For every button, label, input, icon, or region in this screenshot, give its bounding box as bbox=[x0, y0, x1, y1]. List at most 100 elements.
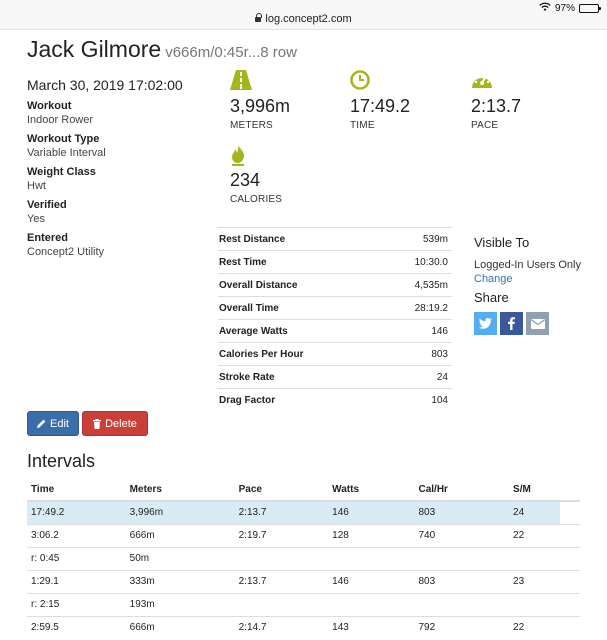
stat-pace-label: PACE bbox=[471, 120, 499, 131]
edit-button-label: Edit bbox=[50, 417, 69, 430]
interval-row: 17:49.2 3,996m 2:13.7 146 803 24 bbox=[27, 500, 580, 524]
interval-cell: 22 bbox=[509, 523, 561, 547]
battery-percent: 97% bbox=[554, 2, 575, 14]
detail-label: Entered bbox=[27, 232, 68, 244]
interval-cell: 50m bbox=[125, 546, 235, 570]
interval-cell: 1:29.1 bbox=[27, 569, 126, 593]
battery-icon bbox=[579, 3, 601, 13]
interval-cell bbox=[328, 546, 415, 570]
interval-cell: 740 bbox=[414, 523, 510, 547]
stat-pace-value: 2:13.7 bbox=[471, 96, 522, 116]
wifi-icon bbox=[539, 2, 551, 14]
detail-label: Verified bbox=[27, 199, 67, 211]
metric-row: Overall Distance 4,535m bbox=[218, 273, 452, 297]
detail-label: Workout bbox=[27, 100, 72, 112]
stat-meters: 3,996m METERS bbox=[230, 70, 350, 131]
share-buttons bbox=[474, 312, 594, 335]
interval-cell bbox=[234, 546, 329, 570]
interval-cell: 17:49.2 bbox=[27, 500, 126, 524]
interval-cell: 3:06.2 bbox=[27, 523, 126, 547]
interval-row-spacer bbox=[560, 546, 580, 570]
interval-cell: 2:19.7 bbox=[234, 523, 329, 547]
metric-label: Rest Distance bbox=[218, 227, 381, 251]
url-bar[interactable]: log.concept2.com bbox=[0, 13, 607, 25]
workout-details: Workout Indoor Rower Workout Type Variable … bbox=[27, 99, 207, 264]
share-heading: Share bbox=[474, 290, 509, 305]
intervals-column-header[interactable]: Meters bbox=[125, 479, 235, 502]
interval-cell: 193m bbox=[125, 592, 235, 616]
interval-cell: 666m bbox=[125, 523, 235, 547]
stat-meters-value: 3,996m bbox=[230, 96, 291, 116]
trash-icon bbox=[93, 418, 102, 429]
metric-value: 146 bbox=[380, 319, 452, 343]
interval-cell: 2:14.7 bbox=[234, 615, 329, 639]
delete-button[interactable]: Delete bbox=[82, 411, 148, 436]
metric-row: Average Watts 146 bbox=[218, 319, 452, 343]
edit-button[interactable]: Edit bbox=[27, 411, 79, 436]
interval-cell: 146 bbox=[328, 569, 415, 593]
stat-calories-label: CALORIES bbox=[230, 194, 283, 205]
intervals-column-header[interactable]: Cal/Hr bbox=[414, 479, 510, 502]
metric-label: Overall Distance bbox=[218, 273, 381, 297]
metric-value: 803 bbox=[380, 342, 452, 366]
interval-row-spacer bbox=[560, 592, 580, 616]
email-share-button[interactable] bbox=[526, 312, 549, 335]
stat-time: 17:49.2 TIME bbox=[350, 70, 470, 131]
interval-cell: 803 bbox=[414, 500, 510, 524]
visibility-panel: Visible To Logged-In Users Only Change S… bbox=[474, 235, 594, 335]
metric-value: 28:19.2 bbox=[380, 296, 452, 320]
interval-row: 2:59.5 666m 2:14.7 143 792 22 bbox=[27, 615, 580, 639]
twitter-share-button[interactable] bbox=[474, 312, 497, 335]
interval-cell: 24 bbox=[509, 500, 561, 524]
intervals-header-spacer bbox=[560, 479, 580, 502]
metric-label: Calories Per Hour bbox=[218, 342, 381, 366]
detail-value: Variable Interval bbox=[27, 147, 106, 159]
detail-label: Weight Class bbox=[27, 166, 96, 178]
intervals-column-header[interactable]: S/M bbox=[509, 479, 561, 502]
intervals-column-header[interactable]: Time bbox=[27, 479, 126, 502]
intervals-column-header[interactable]: Pace bbox=[234, 479, 329, 502]
change-visibility-link[interactable]: Change bbox=[474, 273, 513, 285]
intervals-heading: Intervals bbox=[27, 451, 96, 471]
user-name: Jack Gilmore bbox=[27, 36, 162, 62]
interval-cell bbox=[328, 592, 415, 616]
workout-metrics-table: Rest Distance 539m Rest Time 10:30.0 Overall… bbox=[218, 227, 452, 412]
interval-row: r: 0:45 50m bbox=[27, 546, 580, 570]
stat-meters-label: METERS bbox=[230, 120, 273, 131]
detail-value: Concept2 Utility bbox=[27, 246, 105, 258]
metric-row: Overall Time 28:19.2 bbox=[218, 296, 452, 320]
interval-cell: 2:13.7 bbox=[234, 569, 329, 593]
metric-value: 4,535m bbox=[380, 273, 452, 297]
interval-row-spacer bbox=[560, 569, 580, 593]
interval-cell: 146 bbox=[328, 500, 415, 524]
system-indicators: 97% bbox=[539, 2, 601, 14]
stat-calories: 234 CALORIES bbox=[230, 144, 350, 205]
lock-icon bbox=[255, 13, 263, 22]
intervals-table: Time Meters Pace Watts Cal/Hr S/M 17:49.2 3,99… bbox=[27, 479, 580, 639]
interval-cell: 3,996m bbox=[125, 500, 235, 524]
metric-label: Overall Time bbox=[218, 296, 381, 320]
visibility-value: Logged-In Users Only bbox=[474, 259, 581, 271]
url-text: log.concept2.com bbox=[265, 13, 352, 25]
interval-cell: r: 0:45 bbox=[27, 546, 126, 570]
metric-row: Rest Time 10:30.0 bbox=[218, 250, 452, 274]
road-icon bbox=[230, 70, 350, 92]
interval-row: 1:29.1 333m 2:13.7 146 803 23 bbox=[27, 569, 580, 593]
speedometer-icon bbox=[471, 70, 591, 92]
detail-value: Hwt bbox=[27, 180, 46, 192]
metric-row: Calories Per Hour 803 bbox=[218, 342, 452, 366]
metric-label: Stroke Rate bbox=[218, 365, 381, 389]
facebook-share-button[interactable] bbox=[500, 312, 523, 335]
intervals-column-header[interactable]: Watts bbox=[328, 479, 415, 502]
interval-cell: r: 2:15 bbox=[27, 592, 126, 616]
interval-cell: 803 bbox=[414, 569, 510, 593]
interval-row-spacer bbox=[560, 523, 580, 547]
metric-label: Drag Factor bbox=[218, 388, 381, 412]
metric-value: 24 bbox=[380, 365, 452, 389]
page-title: Jack Gilmore v666m/0:45r...8 row bbox=[27, 36, 297, 63]
interval-cell: 2:13.7 bbox=[234, 500, 329, 524]
twitter-icon bbox=[479, 318, 492, 329]
metric-label: Average Watts bbox=[218, 319, 381, 343]
metric-value: 10:30.0 bbox=[380, 250, 452, 274]
interval-cell: 23 bbox=[509, 569, 561, 593]
